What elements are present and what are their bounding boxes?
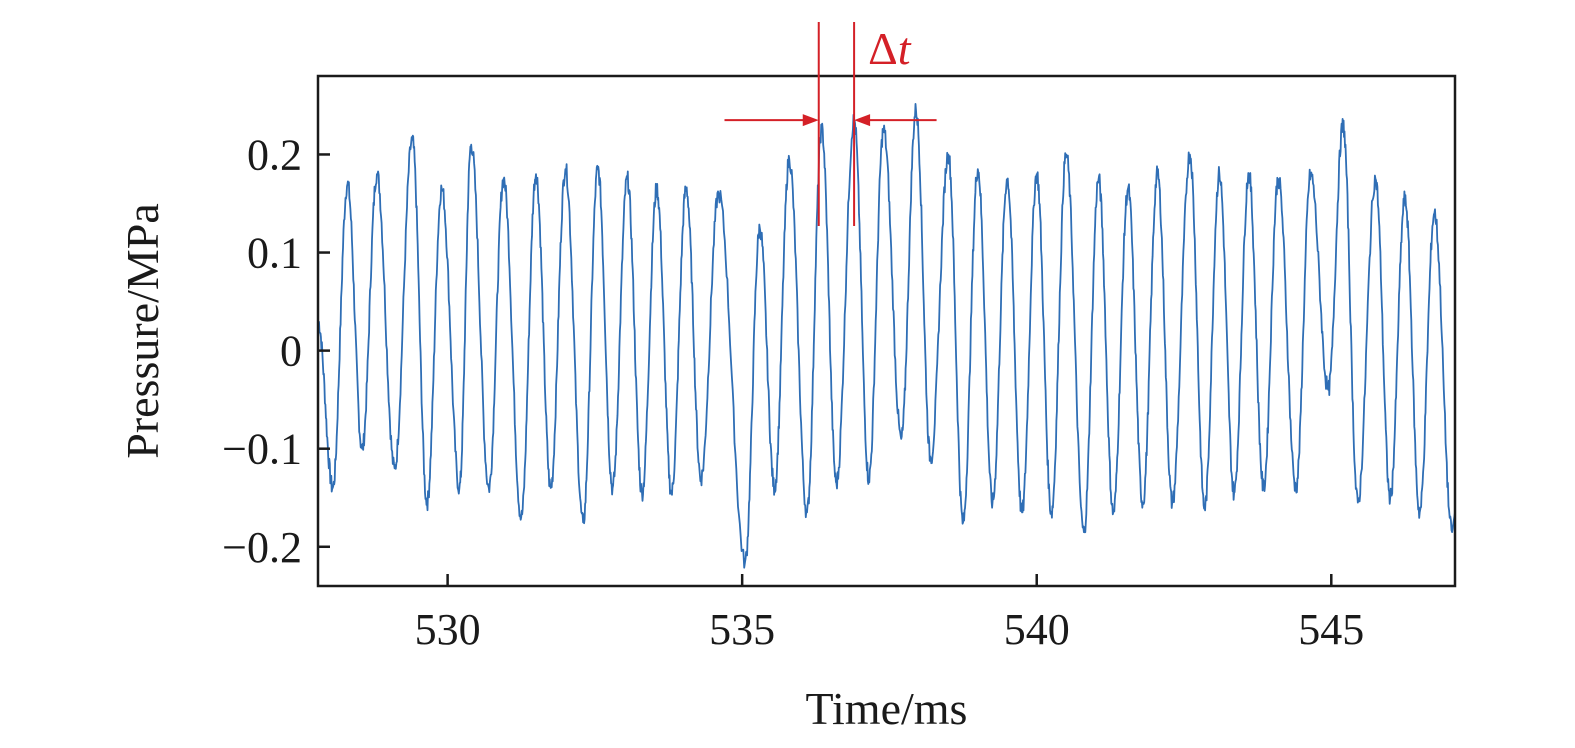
x-tick-label: 530 <box>415 605 481 654</box>
x-axis-label: Time/ms <box>806 683 968 734</box>
y-tick-label: 0.1 <box>247 229 302 278</box>
delta-t-left-arrowhead <box>802 114 819 127</box>
delta-t-annotation: Δt <box>724 22 937 226</box>
y-tick-label: 0 <box>280 327 302 376</box>
x-axis-ticks: 530 535 540 545 <box>415 574 1364 654</box>
y-tick-label: −0.2 <box>222 523 302 572</box>
x-tick-label: 535 <box>709 605 775 654</box>
y-axis-label: Pressure/MPa <box>117 203 168 459</box>
delta-t-label: Δt <box>868 23 912 74</box>
delta-t-right-arrowhead <box>854 114 871 127</box>
plot-area <box>318 103 1455 569</box>
x-tick-label: 545 <box>1298 605 1364 654</box>
y-tick-label: 0.2 <box>247 130 302 179</box>
pressure-series-line <box>318 103 1455 569</box>
plot-frame <box>316 74 1457 588</box>
y-axis-ticks: 0.2 0.1 0 −0.1 −0.2 <box>222 130 330 572</box>
y-tick-label: −0.1 <box>222 425 302 474</box>
x-tick-label: 540 <box>1004 605 1070 654</box>
